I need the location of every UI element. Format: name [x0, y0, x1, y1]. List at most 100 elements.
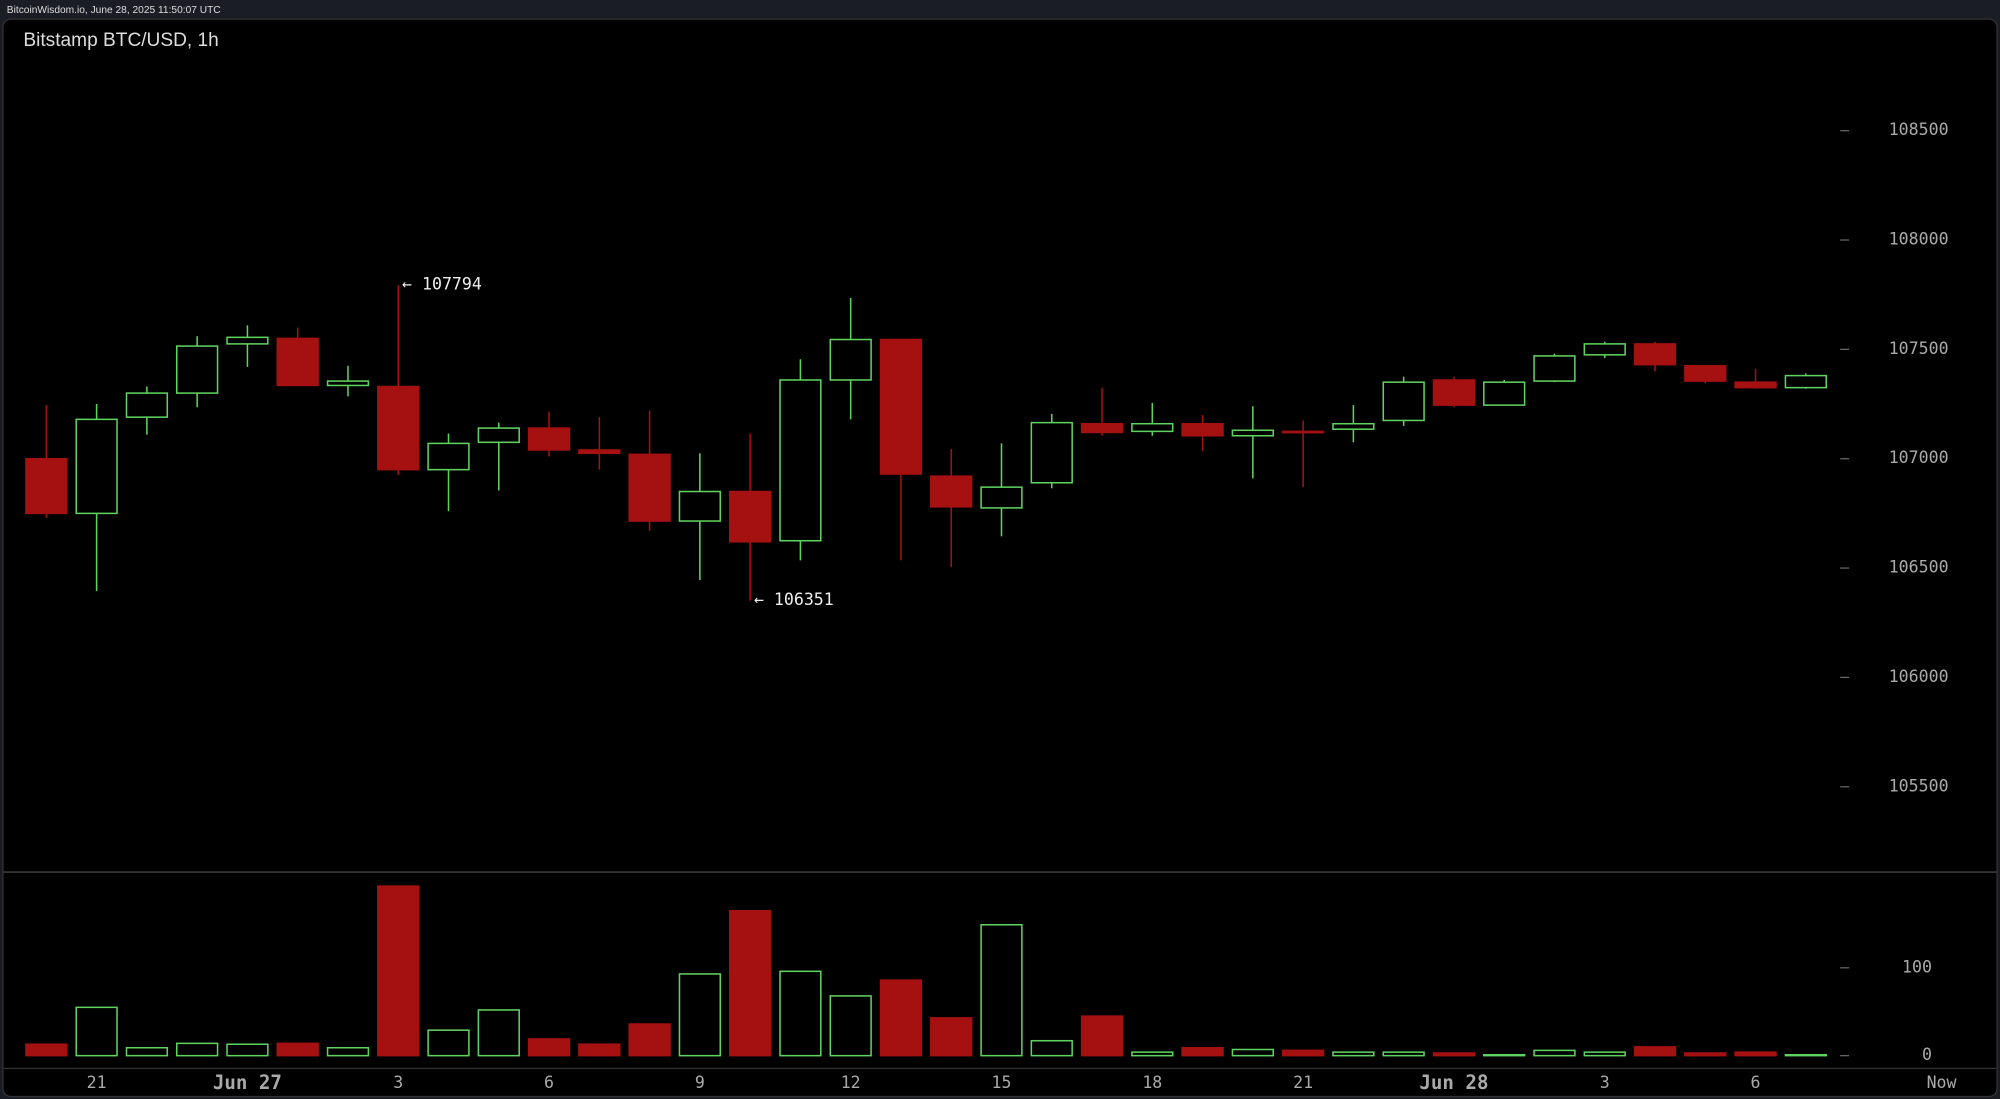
volume-bar: [1332, 1051, 1375, 1057]
y-tick-label: 106500: [1889, 558, 1949, 577]
y-tick-label: 108500: [1889, 120, 1949, 139]
candle-body: [980, 486, 1023, 509]
volume-bar: [1533, 1049, 1576, 1057]
volume-bar: [175, 1042, 219, 1057]
candle-body: [1633, 343, 1677, 366]
candle-body: [829, 338, 872, 381]
volume-bar: [276, 1042, 319, 1057]
candle-body: [1784, 374, 1827, 389]
candle-body: [1684, 365, 1727, 382]
volume-bar: [1483, 1054, 1526, 1057]
y-tick-label: 106000: [1889, 667, 1949, 686]
candle-body: [1432, 379, 1476, 406]
volume-bar: [25, 1043, 68, 1057]
candle-body: [175, 345, 219, 394]
candle-body: [1483, 381, 1526, 406]
volume-bar: [1432, 1052, 1476, 1057]
x-tick-label: 3: [393, 1073, 403, 1092]
volume-bar: [1583, 1051, 1626, 1057]
candle-body: [125, 392, 169, 418]
price-annotation: ← 106351: [754, 590, 834, 609]
volume-bar: [829, 995, 872, 1057]
candle-body: [276, 337, 319, 387]
volume-bar: [1030, 1039, 1073, 1057]
volume-bar: [728, 909, 772, 1057]
candle-body: [1734, 381, 1777, 389]
y-tick-label: 105500: [1889, 776, 1949, 795]
candle-body: [1332, 422, 1375, 430]
volume-bar: [1734, 1051, 1777, 1057]
candle-body: [326, 380, 370, 387]
x-tick-label: 3: [1600, 1073, 1610, 1092]
volume-bar: [75, 1006, 118, 1057]
chart-title: Bitstamp BTC/USD, 1h: [23, 30, 218, 51]
candle-body: [477, 427, 520, 444]
volume-bar: [1131, 1051, 1174, 1057]
candle-body: [1080, 422, 1124, 434]
y-tick-label: 107500: [1889, 339, 1949, 358]
candle-body: [628, 453, 671, 522]
volume-bar: [226, 1043, 269, 1057]
candle-body: [75, 418, 118, 515]
candle-body: [1181, 422, 1224, 437]
volume-bar: [427, 1029, 470, 1057]
x-tick-label: 15: [992, 1073, 1012, 1092]
x-tick-label: 21: [1293, 1073, 1313, 1092]
price-annotation: ← 107794: [402, 275, 482, 294]
x-tick-label: 18: [1142, 1073, 1162, 1092]
x-tick-label: 21: [87, 1073, 107, 1092]
volume-bar: [477, 1009, 520, 1057]
volume-bar: [930, 1017, 973, 1057]
volume-bar: [1231, 1048, 1275, 1057]
candle-body: [1131, 422, 1174, 433]
candle-body: [578, 449, 621, 455]
candle-body: [728, 490, 772, 543]
x-tick-label: Jun 27: [213, 1071, 282, 1094]
header-text: BitcoinWisdom.io, June 28, 2025 11:50:07…: [7, 5, 221, 16]
candle-body: [1030, 421, 1073, 484]
volume-tick-label: 0: [1922, 1045, 1932, 1064]
volume-bar: [377, 885, 420, 1057]
candle-body: [427, 442, 470, 471]
candle-body: [1583, 343, 1626, 356]
volume-bar: [879, 979, 923, 1057]
candle-body: [1281, 430, 1325, 434]
x-tick-label: 6: [544, 1073, 554, 1092]
volume-bar: [578, 1043, 621, 1057]
volume-bar: [527, 1038, 571, 1057]
volume-bar: [326, 1046, 370, 1057]
chart-panel: [2, 18, 1998, 1098]
volume-bar: [1080, 1015, 1124, 1057]
x-tick-label: 6: [1751, 1073, 1761, 1092]
volume-bar: [1281, 1049, 1325, 1057]
candle-body: [779, 379, 822, 542]
volume-bar: [1633, 1046, 1677, 1057]
candle-body: [1382, 381, 1425, 422]
x-tick-label: Jun 28: [1419, 1071, 1488, 1094]
candle-body: [678, 490, 722, 522]
candle-body: [25, 457, 68, 515]
y-tick-label: 107000: [1889, 448, 1949, 467]
volume-bar: [628, 1023, 671, 1057]
volume-bar: [1684, 1052, 1727, 1057]
candle-body: [377, 385, 420, 471]
candle-body: [527, 427, 571, 451]
now-label: Now: [1927, 1073, 1957, 1092]
volume-bar: [678, 973, 722, 1057]
volume-bar: [1181, 1046, 1224, 1057]
volume-bar: [980, 924, 1023, 1057]
candle-body: [879, 338, 923, 475]
x-tick-label: 12: [841, 1073, 861, 1092]
volume-bar: [125, 1046, 169, 1057]
y-tick-label: 108000: [1889, 230, 1949, 249]
candle-body: [930, 475, 973, 508]
candle-body: [226, 336, 269, 345]
candle-body: [1533, 355, 1576, 382]
volume-bar: [779, 970, 822, 1057]
x-tick-label: 9: [695, 1073, 705, 1092]
volume-bar: [1784, 1054, 1827, 1057]
candle-body: [1231, 429, 1275, 437]
volume-bar: [1382, 1051, 1425, 1057]
volume-tick-label: 100: [1902, 957, 1932, 976]
